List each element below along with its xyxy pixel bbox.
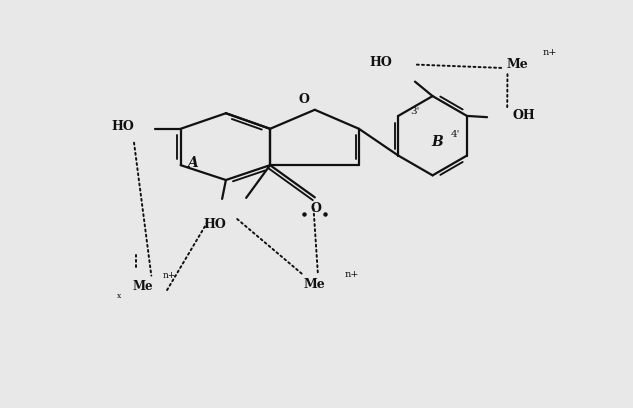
Text: B: B: [432, 135, 444, 149]
Text: Me: Me: [132, 280, 153, 293]
Text: O: O: [311, 202, 322, 215]
Text: n+: n+: [542, 48, 557, 58]
Text: A: A: [187, 156, 198, 170]
Text: x: x: [116, 292, 121, 300]
Text: n+: n+: [345, 270, 360, 279]
Text: Me: Me: [506, 58, 528, 71]
Text: Me: Me: [304, 278, 325, 291]
Text: OH: OH: [512, 109, 535, 122]
Text: HO: HO: [370, 56, 392, 69]
Text: O: O: [298, 93, 309, 106]
Text: HO: HO: [204, 217, 227, 231]
Text: n+: n+: [163, 271, 176, 280]
Text: 3': 3': [410, 107, 420, 116]
Text: HO: HO: [111, 120, 134, 133]
Text: 4': 4': [451, 130, 460, 139]
